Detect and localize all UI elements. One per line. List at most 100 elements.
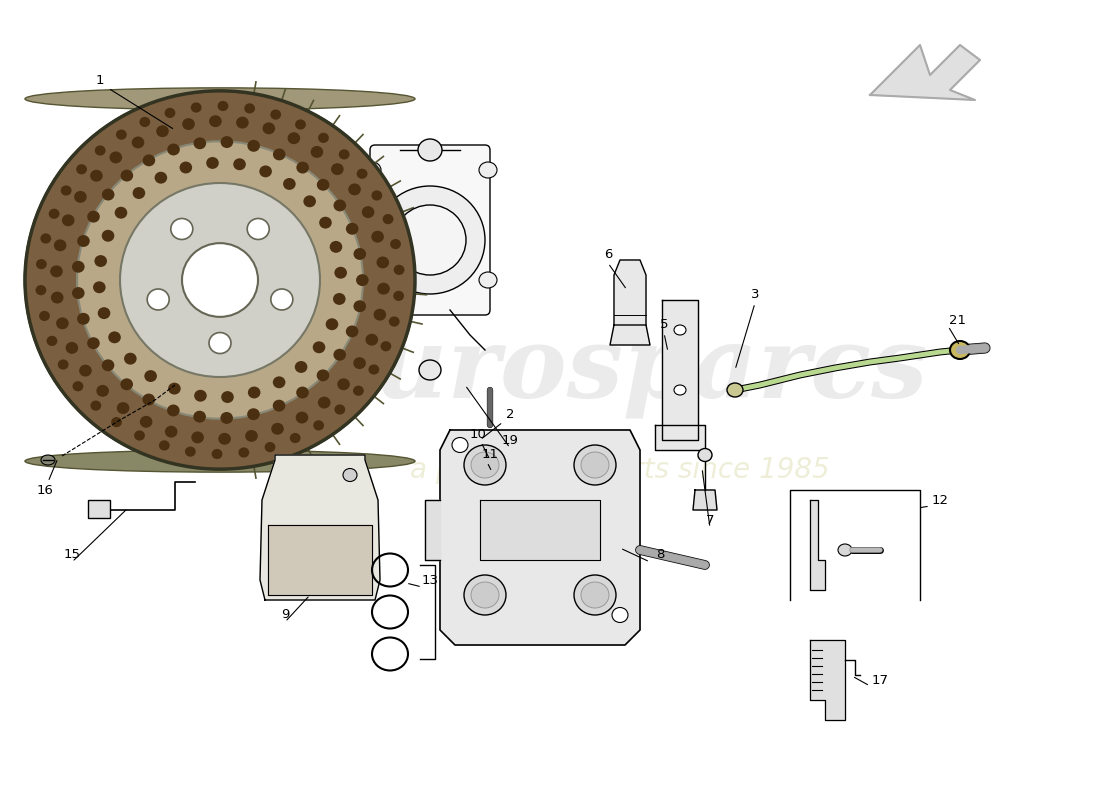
Ellipse shape: [471, 582, 499, 608]
Ellipse shape: [363, 162, 381, 178]
Ellipse shape: [295, 119, 306, 130]
Ellipse shape: [25, 88, 415, 110]
Polygon shape: [268, 525, 372, 595]
Ellipse shape: [271, 110, 282, 120]
Ellipse shape: [674, 325, 686, 335]
Text: 11: 11: [482, 449, 498, 462]
Polygon shape: [810, 500, 825, 590]
Ellipse shape: [698, 449, 712, 462]
Ellipse shape: [353, 248, 366, 260]
Polygon shape: [440, 430, 640, 645]
Ellipse shape: [60, 186, 72, 196]
Text: 6: 6: [604, 249, 613, 262]
Ellipse shape: [77, 235, 90, 247]
Text: 1: 1: [96, 74, 104, 86]
Ellipse shape: [374, 309, 386, 321]
Ellipse shape: [209, 333, 231, 354]
Ellipse shape: [218, 433, 231, 445]
Ellipse shape: [295, 361, 307, 373]
Ellipse shape: [326, 318, 339, 330]
Ellipse shape: [319, 217, 332, 229]
Ellipse shape: [35, 285, 46, 295]
Text: a passion for parts since 1985: a passion for parts since 1985: [410, 456, 829, 484]
Ellipse shape: [190, 102, 201, 113]
Ellipse shape: [471, 452, 499, 478]
Text: 7: 7: [706, 514, 714, 526]
Ellipse shape: [263, 122, 275, 134]
Ellipse shape: [838, 544, 853, 556]
Ellipse shape: [36, 259, 46, 270]
Ellipse shape: [108, 331, 121, 343]
Ellipse shape: [25, 91, 415, 469]
Ellipse shape: [218, 101, 229, 111]
Ellipse shape: [87, 210, 100, 222]
Ellipse shape: [248, 218, 270, 239]
Polygon shape: [870, 45, 980, 100]
Ellipse shape: [248, 386, 261, 398]
Ellipse shape: [77, 142, 363, 418]
Ellipse shape: [330, 241, 342, 253]
Ellipse shape: [74, 191, 87, 203]
Text: 10: 10: [470, 429, 486, 442]
Ellipse shape: [349, 183, 361, 195]
Ellipse shape: [312, 342, 326, 354]
Ellipse shape: [418, 139, 442, 161]
Ellipse shape: [233, 158, 245, 170]
Ellipse shape: [271, 289, 293, 310]
Ellipse shape: [353, 386, 364, 396]
Polygon shape: [810, 640, 845, 720]
FancyBboxPatch shape: [370, 145, 490, 315]
Ellipse shape: [273, 376, 285, 388]
Ellipse shape: [333, 199, 346, 211]
Ellipse shape: [182, 243, 258, 317]
Ellipse shape: [265, 442, 275, 452]
Ellipse shape: [195, 390, 207, 402]
Ellipse shape: [41, 455, 55, 465]
Text: 8: 8: [656, 549, 664, 562]
Ellipse shape: [368, 364, 379, 374]
Ellipse shape: [62, 214, 75, 226]
Ellipse shape: [365, 334, 378, 346]
Ellipse shape: [272, 423, 284, 434]
Ellipse shape: [950, 341, 970, 359]
Ellipse shape: [102, 189, 114, 201]
Ellipse shape: [283, 178, 296, 190]
Ellipse shape: [194, 138, 206, 150]
Ellipse shape: [317, 370, 329, 382]
Ellipse shape: [318, 133, 329, 143]
Ellipse shape: [331, 163, 343, 175]
Ellipse shape: [97, 385, 109, 397]
Ellipse shape: [77, 313, 90, 325]
Text: eurosparcs: eurosparcs: [311, 322, 928, 418]
Ellipse shape: [95, 255, 107, 267]
Ellipse shape: [333, 293, 345, 305]
Ellipse shape: [381, 341, 392, 351]
Text: 16: 16: [36, 483, 54, 497]
Ellipse shape: [390, 239, 400, 249]
Ellipse shape: [167, 143, 179, 155]
Ellipse shape: [95, 146, 106, 156]
Ellipse shape: [194, 410, 206, 422]
Polygon shape: [610, 325, 650, 345]
Text: 2: 2: [506, 409, 515, 422]
Ellipse shape: [183, 118, 195, 130]
Ellipse shape: [111, 417, 122, 427]
Ellipse shape: [478, 162, 497, 178]
Ellipse shape: [120, 183, 320, 377]
Ellipse shape: [170, 218, 192, 239]
Ellipse shape: [54, 239, 66, 251]
Ellipse shape: [40, 311, 49, 321]
Ellipse shape: [353, 357, 366, 369]
Ellipse shape: [273, 149, 286, 160]
Ellipse shape: [155, 172, 167, 184]
Ellipse shape: [58, 359, 68, 370]
Ellipse shape: [66, 342, 78, 354]
Ellipse shape: [372, 230, 384, 242]
Ellipse shape: [317, 179, 329, 190]
Text: 19: 19: [502, 434, 518, 446]
Ellipse shape: [388, 317, 399, 326]
Ellipse shape: [179, 162, 192, 174]
Ellipse shape: [94, 282, 106, 294]
Ellipse shape: [221, 391, 234, 403]
Ellipse shape: [343, 469, 358, 482]
